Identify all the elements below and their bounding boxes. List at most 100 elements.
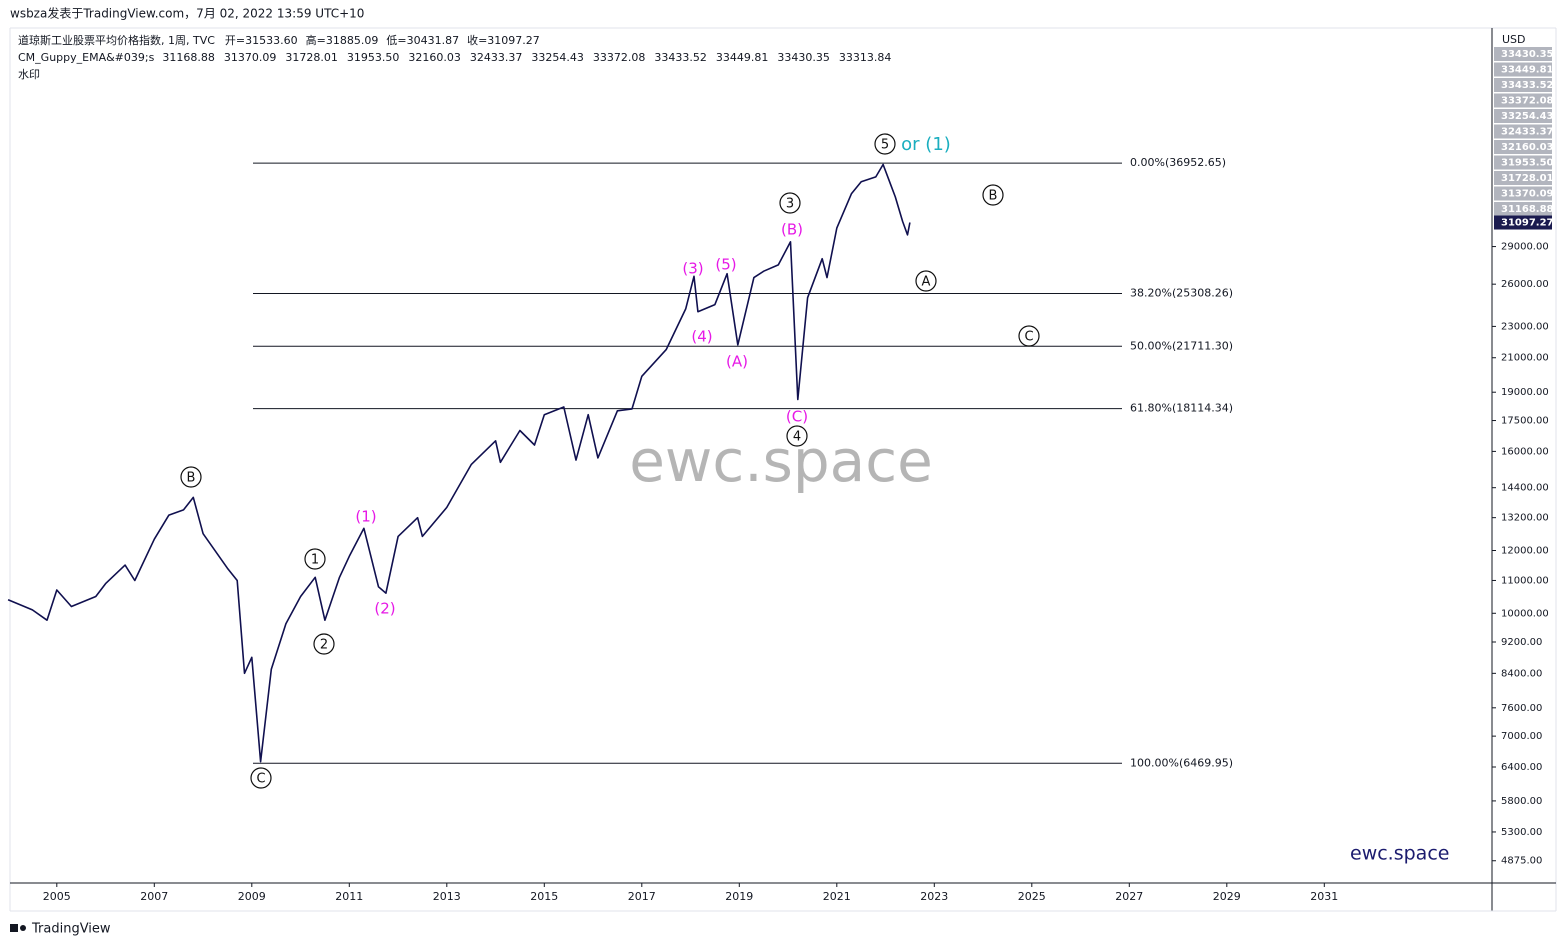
wave-circle bbox=[313, 633, 335, 655]
x-tick-label: 2013 bbox=[433, 890, 461, 903]
indicator-value: 32433.37 bbox=[470, 51, 523, 64]
wave-circle bbox=[915, 270, 937, 292]
ohlc-name: 高= bbox=[306, 33, 326, 47]
wave-label: 4 bbox=[793, 430, 801, 445]
wave-label: B bbox=[187, 471, 196, 486]
ohlc-name: 收= bbox=[467, 33, 487, 47]
wave-label: (B) bbox=[781, 221, 803, 239]
fib-label: 50.00%(21711.30) bbox=[1130, 339, 1233, 352]
indicator-tag bbox=[1494, 155, 1552, 170]
header: wsbza发表于TradingView.com，7月 02, 2022 13:5… bbox=[10, 6, 364, 21]
indicator-tag-label: 33254.43 bbox=[1501, 111, 1554, 122]
indicator-tag bbox=[1494, 109, 1552, 123]
ohlc-value: 31097.27 bbox=[487, 34, 540, 47]
wave-label: or (1) bbox=[901, 134, 951, 155]
price-line bbox=[7, 163, 911, 763]
indicator-value: 31370.09 bbox=[224, 51, 277, 64]
y-tick-label: 17500.00 bbox=[1501, 416, 1549, 427]
legend-symbol: 道琼斯工业股票平均价格指数, 1周, TVC bbox=[18, 33, 215, 47]
wave-label: B bbox=[989, 189, 998, 204]
indicator-tag-label: 32160.03 bbox=[1501, 142, 1554, 153]
indicator-tag-label: 31370.09 bbox=[1501, 189, 1554, 200]
indicator-value: 32160.03 bbox=[408, 51, 461, 64]
indicator-value: 33372.08 bbox=[593, 51, 646, 64]
wave-label: (A) bbox=[726, 353, 748, 371]
indicator-tag-label: 32433.37 bbox=[1501, 127, 1554, 138]
indicator-tag bbox=[1494, 47, 1552, 61]
indicator-value: 33449.81 bbox=[716, 51, 769, 64]
indicator-name: CM_Guppy_EMA&#039;s bbox=[18, 51, 155, 64]
indicator-tag-label: 31168.88 bbox=[1501, 204, 1554, 215]
x-tick-label: 2027 bbox=[1115, 890, 1143, 903]
wave-label: 5 bbox=[881, 138, 889, 153]
wave-circle bbox=[304, 548, 326, 570]
x-tick-label: 2009 bbox=[238, 890, 266, 903]
wave-label: (3) bbox=[682, 260, 703, 278]
ohlc-value: 30431.87 bbox=[407, 34, 460, 47]
y-tick-label: 19000.00 bbox=[1501, 387, 1549, 398]
indicator-tag-label: 33433.52 bbox=[1501, 80, 1554, 91]
wave-label: (1) bbox=[355, 508, 376, 526]
indicator-tag-label: 33372.08 bbox=[1501, 96, 1554, 107]
indicator-value: 31953.50 bbox=[347, 51, 400, 64]
wave-circle bbox=[786, 425, 808, 447]
y-tick-label: 16000.00 bbox=[1501, 446, 1549, 457]
y-tick-label: 11000.00 bbox=[1501, 575, 1549, 586]
ohlc-name: 开= bbox=[225, 34, 245, 47]
indicator-value: 33254.43 bbox=[531, 51, 584, 64]
wave-label: A bbox=[922, 275, 931, 290]
wave-label: C bbox=[1024, 330, 1033, 345]
x-tick-label: 2029 bbox=[1213, 890, 1241, 903]
wave-label: 1 bbox=[311, 553, 319, 568]
fib-label: 100.00%(6469.95) bbox=[1130, 756, 1233, 769]
indicator-tag-label: 33430.35 bbox=[1501, 49, 1554, 60]
x-tick-label: 2025 bbox=[1018, 890, 1046, 903]
y-tick-label: 4875.00 bbox=[1501, 856, 1542, 867]
indicator-tag bbox=[1494, 93, 1552, 108]
y-tick-label: 8400.00 bbox=[1501, 668, 1542, 679]
y-tick-label: 23000.00 bbox=[1501, 321, 1549, 332]
indicator-tag bbox=[1494, 78, 1552, 92]
x-tick-label: 2031 bbox=[1310, 890, 1338, 903]
indicator-value: 33433.52 bbox=[654, 51, 707, 64]
y-tick-label: 12000.00 bbox=[1501, 545, 1549, 556]
wave-label: C bbox=[256, 772, 265, 787]
y-tick-label: 7000.00 bbox=[1501, 731, 1542, 742]
indicator-value: 33430.35 bbox=[777, 51, 830, 64]
fib-label: 61.80%(18114.34) bbox=[1130, 402, 1233, 415]
wave-label: (C) bbox=[786, 408, 808, 426]
y-tick-label: 7600.00 bbox=[1501, 703, 1542, 714]
wave-circle bbox=[779, 192, 801, 214]
wave-circle bbox=[982, 184, 1004, 206]
indicator-value: 31728.01 bbox=[285, 51, 338, 64]
wave-label: (5) bbox=[715, 256, 736, 274]
watermark-label: 水印 bbox=[18, 68, 40, 81]
wave-circle bbox=[180, 466, 202, 488]
y-tick-label: 9200.00 bbox=[1501, 637, 1542, 648]
y-tick-label: 10000.00 bbox=[1501, 608, 1549, 619]
x-tick-label: 2011 bbox=[335, 890, 363, 903]
y-tick-label: 14400.00 bbox=[1501, 483, 1549, 494]
fib-label: 0.00%(36952.65) bbox=[1130, 156, 1226, 169]
watermark-big: ewc.space bbox=[629, 427, 933, 495]
wave-label: 3 bbox=[786, 197, 794, 212]
watermark-small: ewc.space bbox=[1350, 843, 1449, 865]
footer: TradingView bbox=[31, 922, 111, 937]
close-tag bbox=[1494, 215, 1552, 230]
ohlc-name: 低= bbox=[386, 34, 406, 47]
indicator-tag-label: 31728.01 bbox=[1501, 173, 1554, 184]
indicator-value: 33313.84 bbox=[839, 51, 892, 64]
indicator-tag bbox=[1494, 140, 1552, 154]
x-tick-label: 2005 bbox=[43, 890, 71, 903]
y-tick-label: 5800.00 bbox=[1501, 796, 1542, 807]
indicator-tag-label: 31953.50 bbox=[1501, 158, 1554, 169]
indicator-tag bbox=[1494, 202, 1552, 216]
indicator-tag bbox=[1494, 186, 1552, 201]
currency: USD bbox=[1502, 33, 1526, 46]
fib-label: 38.20%(25308.26) bbox=[1130, 286, 1233, 299]
ohlc-value: 31533.60 bbox=[245, 34, 298, 47]
y-tick-label: 29000.00 bbox=[1501, 242, 1549, 253]
wave-label: 2 bbox=[320, 638, 328, 653]
